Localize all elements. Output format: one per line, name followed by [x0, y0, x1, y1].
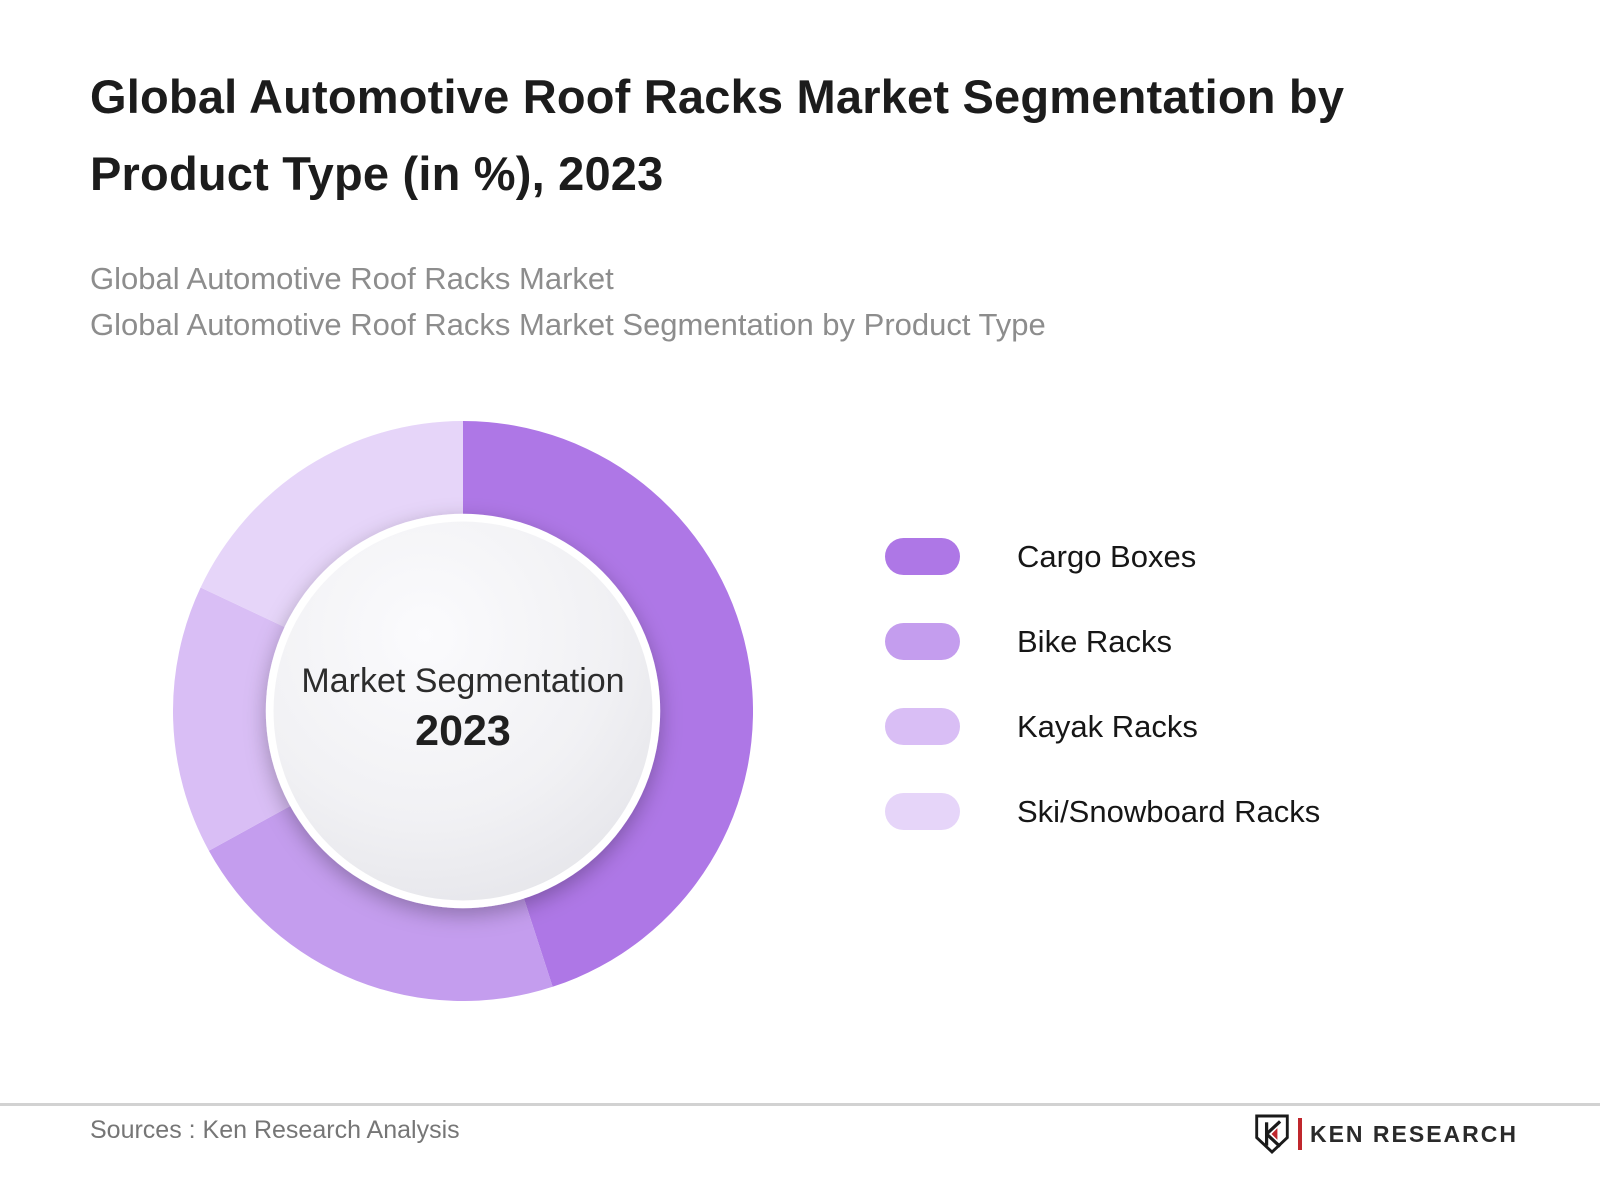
donut-segment-cargo-boxes [463, 421, 753, 987]
legend-label: Ski/Snowboard Racks [1017, 793, 1321, 829]
legend-swatch [885, 708, 960, 745]
donut-center-disc [273, 521, 653, 901]
ken-research-logo: KEN RESEARCH [1254, 1112, 1518, 1156]
legend-swatch [885, 538, 960, 575]
sources-note: Sources : Ken Research Analysis [90, 1116, 460, 1144]
logo-red-chevron [1271, 1128, 1278, 1140]
donut-chart-svg [173, 421, 753, 1001]
donut-segment-ski-snowboard-racks [200, 421, 463, 630]
legend-item: Ski/Snowboard Racks [885, 793, 1320, 830]
legend-item: Bike Racks [885, 623, 1320, 660]
legend-item: Cargo Boxes [885, 538, 1320, 575]
subtitle-line-1: Global Automotive Roof Racks Market [90, 261, 614, 296]
legend-item: Kayak Racks [885, 708, 1320, 745]
chart-legend: Cargo Boxes Bike Racks Kayak Racks Ski/Snow… [885, 538, 1320, 830]
donut-segment-bike-racks [208, 803, 553, 1001]
legend-swatch [885, 793, 960, 830]
subtitle-line-2: Global Automotive Roof Racks Market Segm… [90, 307, 1046, 342]
logo-divider-bar [1297, 1118, 1302, 1150]
donut-segment-kayak-racks [173, 587, 296, 851]
logo-wordmark: KEN RESEARCH [1309, 1120, 1518, 1147]
donut-slices [173, 421, 753, 1001]
legend-label: Bike Racks [1017, 623, 1173, 659]
ken-research-shield-icon [1255, 1114, 1289, 1154]
legend-swatch [885, 623, 960, 660]
legend-label: Kayak Racks [1017, 708, 1198, 744]
footer-divider [0, 1103, 1600, 1106]
legend-label: Cargo Boxes [1017, 538, 1197, 574]
subtitle: Global Automotive Roof Racks Market Glob… [90, 256, 1550, 348]
donut-chart: Market Segmentation 2023 [173, 421, 753, 1001]
page-title: Global Automotive Roof Racks Market Segm… [90, 70, 1345, 200]
